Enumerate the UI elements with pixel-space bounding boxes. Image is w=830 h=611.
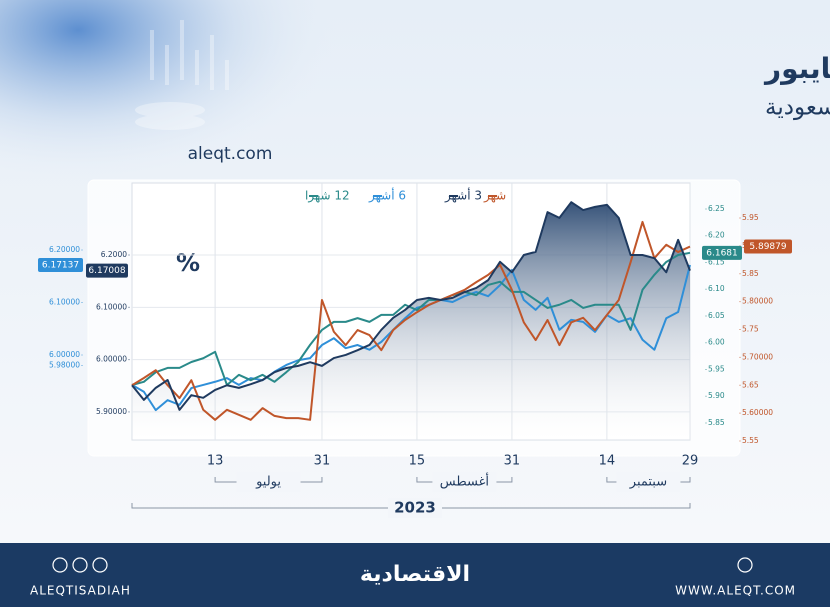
month-label: سبتمبر bbox=[629, 475, 667, 490]
y-tick-label: 6.20000 bbox=[49, 245, 80, 254]
legend-label: 12 شهرا bbox=[305, 189, 350, 204]
value-badge-label: 6.17008 bbox=[88, 266, 125, 276]
y-tick-label: 6.00000 bbox=[49, 350, 80, 359]
y-tick-label: 5.65 bbox=[742, 380, 759, 389]
series-line bbox=[131, 251, 691, 387]
year-label: 2023 bbox=[394, 499, 436, 517]
y-tick-label: 6.00000 bbox=[96, 355, 127, 364]
y-tick-label: 5.75 bbox=[742, 325, 759, 334]
x-tick-label: 15 bbox=[409, 454, 426, 469]
x-tick-label: 13 bbox=[207, 454, 224, 469]
series-line bbox=[131, 201, 691, 411]
social-icons bbox=[52, 557, 753, 573]
y-tick-label: 6.25 bbox=[708, 204, 725, 213]
y-tick-label: 6.20 bbox=[708, 231, 725, 240]
y-tick-label: 6.05 bbox=[708, 311, 725, 320]
chart-subtitle: بين البنوك السعودية bbox=[765, 95, 830, 121]
legend-label: شهر bbox=[483, 189, 506, 204]
y-tick-label: 5.90 bbox=[708, 391, 725, 400]
month-label: يوليو bbox=[255, 475, 281, 490]
x-tick-label: 14 bbox=[599, 454, 616, 469]
brand-logo: الاقتصادية bbox=[360, 562, 470, 587]
legend-label: 6 أشهر bbox=[368, 188, 406, 204]
x-tick-label: 31 bbox=[504, 454, 521, 469]
decor-candles bbox=[135, 20, 229, 130]
source: aleqt.com bbox=[188, 144, 273, 164]
value-badge-label: 6.1681 bbox=[706, 248, 738, 258]
y-tick-label: 5.95 bbox=[708, 364, 725, 373]
value-badge bbox=[744, 239, 792, 254]
x-tick-label: 31 bbox=[314, 454, 331, 469]
y-tick-label: 6.00 bbox=[708, 338, 725, 347]
footer bbox=[0, 543, 830, 607]
y-tick-label: 6.10000 bbox=[49, 297, 80, 306]
y-tick-label: 5.70000 bbox=[742, 352, 773, 361]
y-tick-label: 5.95 bbox=[742, 213, 759, 222]
month-label: أغسطس bbox=[440, 473, 489, 490]
website: WWW.ALEQT.COM bbox=[675, 584, 796, 598]
value-badge-label: 6.17137 bbox=[42, 261, 79, 271]
y-tick-label: 5.85 bbox=[708, 418, 725, 427]
y-tick-label: 5.98000 bbox=[49, 360, 80, 369]
y-tick-label: 6.15 bbox=[708, 257, 725, 266]
series-line bbox=[131, 220, 691, 421]
y-tick-label: 5.80000 bbox=[742, 297, 773, 306]
month-label-bg bbox=[236, 472, 301, 492]
value-badge bbox=[86, 263, 128, 278]
legend-label: 3 أشهر bbox=[444, 188, 482, 204]
x-tick-label: 29 bbox=[682, 454, 699, 469]
month-label-bg bbox=[616, 472, 681, 492]
y-tick-label: 5.55 bbox=[742, 436, 759, 445]
chart-title: حركة آجال السايبور bbox=[763, 51, 830, 85]
y-tick-label: 6.10000 bbox=[96, 302, 127, 311]
unit-label: % bbox=[176, 249, 200, 277]
y-tick-label: 5.85 bbox=[742, 269, 759, 278]
y-tick-label: 6.2000 bbox=[101, 250, 127, 259]
value-badge-label: 5.89879 bbox=[749, 242, 786, 252]
value-badge bbox=[38, 258, 83, 273]
social-handle: ALEQTISADIAH bbox=[30, 584, 131, 598]
value-badge bbox=[702, 245, 742, 260]
year-label-bg bbox=[388, 498, 442, 518]
y-tick-label: 6.10 bbox=[708, 284, 725, 293]
y-tick-label: 5.90000 bbox=[96, 407, 127, 416]
month-label-bg bbox=[432, 472, 497, 492]
y-tick-label: 5.60000 bbox=[742, 408, 773, 417]
